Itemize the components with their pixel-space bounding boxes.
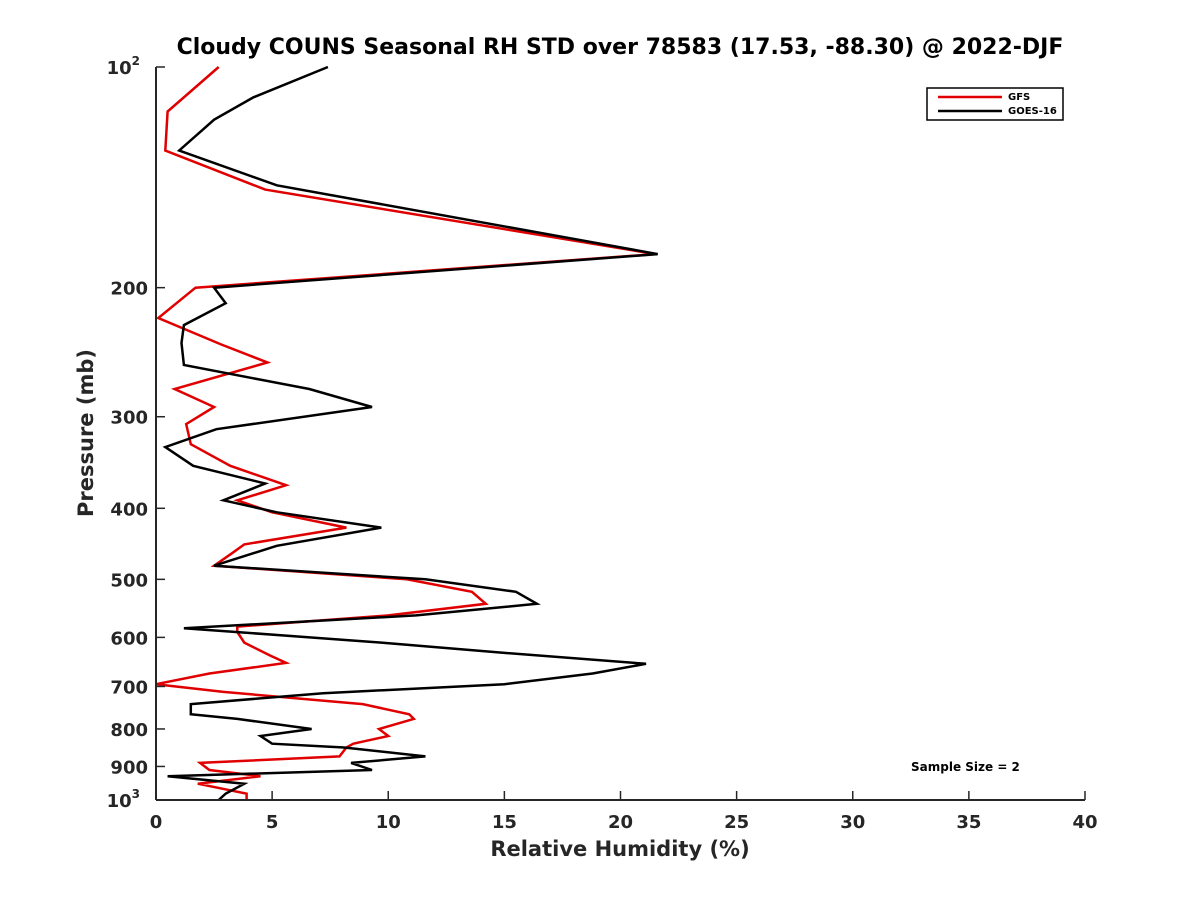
y-tick-label: 102 [107,54,140,79]
y-tick-label: 600 [110,628,148,649]
y-tick-label: 500 [110,570,148,591]
legend-label-goes16: GOES-16 [1008,106,1057,117]
x-tick-label: 30 [840,812,865,833]
y-tick-label: 800 [110,720,148,741]
x-ticks: 0 5 10 15 20 25 30 35 40 [150,791,1098,833]
y-tick-label: 200 [110,279,148,300]
x-tick-label: 15 [492,812,517,833]
y-tick-label: 400 [110,499,148,520]
y-axis-label: Pressure (mb) [74,349,98,517]
sample-size-annotation: Sample Size = 2 [911,760,1020,774]
x-tick-label: 20 [608,812,633,833]
x-tick-label: 35 [956,812,981,833]
y-tick-label: 300 [110,408,148,429]
plot-background [156,67,1085,800]
series-line-goes16 [162,65,658,801]
series-layer [155,65,658,801]
x-tick-label: 5 [266,812,279,833]
y-tick-label: 103 [107,787,140,812]
chart-title: Cloudy COUNS Seasonal RH STD over 78583 … [177,35,1064,60]
x-tick-label: 40 [1072,812,1097,833]
y-tick-label: 900 [110,757,148,778]
x-tick-label: 0 [150,812,163,833]
legend-label-gfs: GFS [1008,92,1030,103]
legend: GFS GOES-16 [926,87,1064,121]
y-tick-label: 700 [110,677,148,698]
x-tick-label: 10 [376,812,401,833]
legend-box [926,87,1064,121]
series-line-gfs [155,66,656,800]
x-tick-label: 25 [724,812,749,833]
x-axis-label: Relative Humidity (%) [490,837,749,861]
y-ticks: 102 200 300 400 500 600 700 800 900 103 [107,54,165,812]
